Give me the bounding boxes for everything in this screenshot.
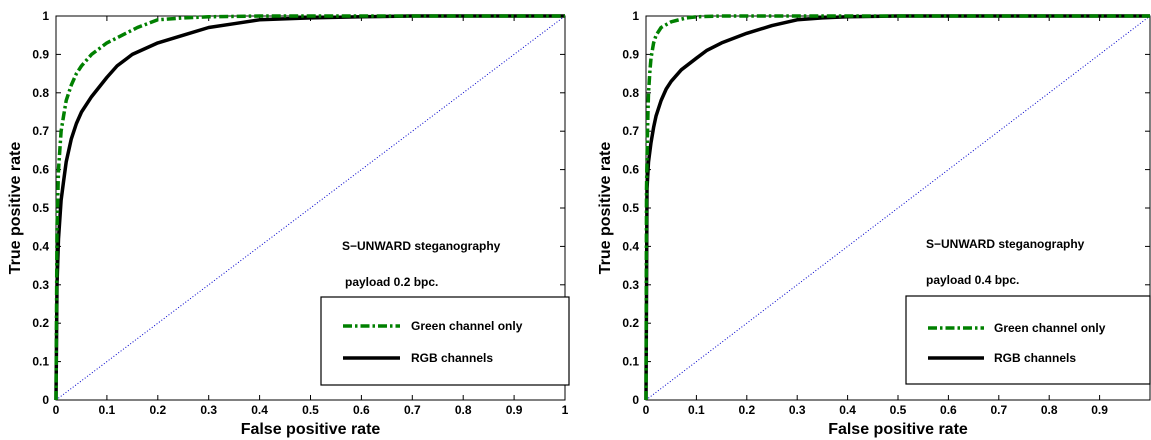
roc-chart-1: 0 0.1 0.2 0.3 0.4 0.5 0.6 0.7 0.8 0.9 1 0 0.1 0.2 0.3 0… (7, 9, 570, 438)
annotation: S−UNWARD steganography (342, 239, 501, 253)
x-tick-label: 0.3 (789, 403, 806, 417)
annotation: S−UNWARD steganography (926, 237, 1085, 251)
x-tick-label: 0.7 (990, 403, 1007, 417)
chance-diagonal (645, 15, 1151, 401)
x-tick-label: 0 (53, 403, 60, 417)
x-tick-label: 0.6 (353, 403, 370, 417)
y-tick-label: 0.3 (622, 278, 639, 292)
y-tick-label: 0.9 (32, 47, 49, 61)
series-green-channel-only (54, 14, 565, 401)
legend: Green channel only RGB channels (905, 295, 1151, 385)
x-tick-label: 0.1 (99, 403, 116, 417)
legend-box (320, 296, 570, 386)
x-tick-label: 0 (643, 403, 650, 417)
y-tick-label: 0.5 (622, 201, 639, 215)
x-tick-label: 0.1 (688, 403, 705, 417)
x-tick-label: 0.2 (738, 403, 755, 417)
series-green-channel-only (644, 14, 1150, 401)
x-tick-label: 0.5 (890, 403, 907, 417)
y-tick-label: 0.2 (622, 316, 639, 330)
x-tick-label: 0.5 (302, 403, 319, 417)
y-tick-label: 0.3 (32, 278, 49, 292)
y-tick-label: 0.7 (622, 124, 639, 138)
y-tick-label: 0.5 (32, 201, 49, 215)
y-tick-label: 0.6 (622, 163, 639, 177)
y-tick-label: 0.7 (32, 124, 49, 138)
x-tick-label: 0.3 (200, 403, 217, 417)
roc-chart-2: 0 0.1 0.2 0.3 0.4 0.5 0.6 0.7 0.8 0.9 0 0.1 0.2 0.3 0.… (597, 9, 1151, 438)
y-tick-label: 1 (42, 9, 49, 23)
y-tick-label: 0.4 (32, 239, 49, 253)
x-axis-label: False positive rate (241, 421, 381, 438)
legend-label: Green channel only (411, 319, 523, 333)
legend-box (905, 295, 1151, 385)
x-tick-label: 0.6 (940, 403, 957, 417)
annotation: payload 0.4 bpc. (926, 273, 1019, 287)
y-tick-label: 0.9 (622, 47, 639, 61)
y-tick-label: 0 (42, 393, 49, 407)
y-axis-label: True positive rate (7, 142, 24, 275)
legend-label: RGB channels (994, 351, 1076, 365)
chance-diagonal (55, 15, 566, 401)
x-tick-label: 0.4 (839, 403, 856, 417)
x-tick-label: 0.4 (251, 403, 268, 417)
y-tick-label: 0.8 (622, 86, 639, 100)
x-axis-label: False positive rate (828, 421, 968, 438)
x-tick-label: 0.2 (149, 403, 166, 417)
y-tick-label: 1 (632, 9, 639, 23)
y-tick-label: 0.1 (622, 355, 639, 369)
y-tick-label: 0 (632, 393, 639, 407)
y-tick-label: 0.6 (32, 163, 49, 177)
y-tick-label: 0.4 (622, 239, 639, 253)
annotation: payload 0.2 bpc. (345, 275, 438, 289)
x-tick-label: 0.9 (506, 403, 523, 417)
x-tick-label: 1 (562, 403, 569, 417)
y-tick-label: 0.1 (32, 355, 49, 369)
y-tick-label: 0.2 (32, 316, 49, 330)
legend-label: RGB channels (411, 351, 493, 365)
y-axis-label: True positive rate (597, 142, 614, 275)
x-tick-label: 0.8 (1041, 403, 1058, 417)
legend-label: Green channel only (994, 321, 1106, 335)
x-tick-label: 0.9 (1091, 403, 1108, 417)
y-tick-label: 0.8 (32, 86, 49, 100)
x-tick-label: 0.8 (455, 403, 472, 417)
legend: Green channel only RGB channels (320, 296, 570, 386)
x-tick-label: 0.7 (404, 403, 421, 417)
